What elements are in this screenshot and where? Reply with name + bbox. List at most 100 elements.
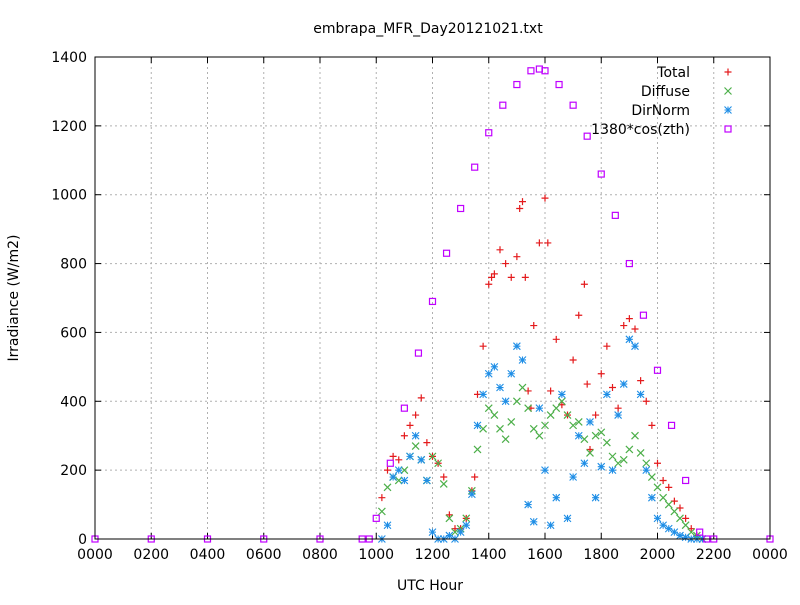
data-point	[552, 335, 560, 343]
data-point	[681, 521, 690, 530]
data-point	[485, 280, 493, 288]
legend-marker	[724, 87, 732, 95]
data-point	[614, 404, 622, 412]
data-point	[479, 424, 488, 433]
data-point	[665, 483, 673, 491]
data-point	[518, 356, 527, 364]
data-point	[591, 431, 600, 440]
data-point	[546, 521, 555, 530]
data-point	[389, 473, 398, 481]
legend-label: Diffuse	[641, 84, 690, 100]
data-point	[597, 370, 605, 378]
data-point	[372, 514, 380, 522]
data-point	[653, 483, 662, 492]
data-point	[524, 404, 533, 413]
data-point	[529, 517, 538, 526]
data-point	[653, 366, 662, 374]
data-point	[546, 411, 555, 419]
data-point	[586, 449, 594, 457]
data-point	[682, 476, 690, 485]
data-point	[575, 311, 583, 319]
data-point	[406, 421, 414, 429]
data-point	[625, 315, 633, 323]
data-point	[670, 528, 679, 537]
data-point	[383, 483, 392, 492]
data-point	[462, 521, 471, 530]
data-point	[611, 211, 619, 219]
data-point	[400, 432, 408, 440]
data-point	[653, 514, 662, 523]
data-point	[411, 431, 420, 440]
legend-label: Total	[656, 65, 690, 81]
data-point	[471, 163, 479, 171]
data-point	[535, 431, 544, 440]
data-point	[569, 473, 578, 481]
data-point	[631, 342, 639, 351]
x-tick-label: 0800	[302, 547, 338, 563]
data-point	[642, 459, 651, 468]
data-point	[502, 260, 510, 268]
y-tick-label: 1200	[51, 119, 87, 135]
data-point	[608, 466, 617, 475]
data-point	[521, 273, 529, 281]
data-point	[400, 466, 409, 475]
legend-label: DirNorm	[631, 103, 690, 119]
data-point	[519, 198, 526, 206]
data-point	[378, 494, 386, 502]
data-point	[648, 421, 656, 429]
x-tick-label: 1600	[527, 547, 563, 563]
data-point	[417, 394, 425, 402]
data-point	[471, 473, 479, 481]
data-point	[639, 311, 648, 319]
data-point	[636, 449, 645, 457]
data-point	[445, 531, 454, 540]
data-point	[597, 428, 606, 437]
data-point	[395, 456, 403, 464]
data-point	[445, 514, 454, 523]
data-point	[586, 418, 594, 426]
series-cross	[377, 383, 707, 543]
data-point	[625, 335, 634, 344]
data-point	[659, 521, 668, 530]
data-point	[597, 170, 605, 178]
data-point	[507, 369, 516, 378]
data-point	[414, 349, 423, 357]
data-point	[557, 390, 566, 399]
data-point	[541, 466, 549, 475]
data-point	[541, 421, 549, 430]
x-tick-label: 1800	[583, 547, 619, 563]
data-point	[535, 239, 543, 247]
data-point	[434, 459, 443, 468]
data-point	[642, 466, 651, 475]
x-tick-label: 2200	[696, 547, 732, 563]
data-point	[569, 421, 578, 430]
data-point	[676, 514, 684, 523]
data-point	[620, 322, 628, 330]
data-point	[552, 493, 561, 502]
legend-marker	[724, 125, 732, 133]
data-point	[394, 476, 403, 485]
data-point	[484, 369, 493, 378]
data-point	[647, 493, 656, 502]
x-axis-label: UTC Hour	[397, 578, 463, 594]
data-point	[400, 476, 409, 485]
data-point	[507, 418, 516, 426]
data-point	[574, 418, 583, 426]
plot-frame	[94, 56, 771, 540]
data-point	[529, 424, 538, 433]
data-point	[569, 101, 577, 109]
data-point	[552, 404, 561, 413]
data-point	[696, 528, 704, 536]
data-point	[440, 473, 448, 481]
data-point	[664, 524, 673, 533]
data-point	[541, 67, 549, 75]
data-point	[496, 424, 504, 433]
data-point	[490, 411, 499, 419]
data-point	[659, 493, 668, 502]
data-point	[664, 500, 673, 509]
data-point	[555, 80, 563, 89]
data-point	[479, 342, 487, 350]
data-point	[456, 528, 465, 537]
data-point	[637, 377, 645, 385]
